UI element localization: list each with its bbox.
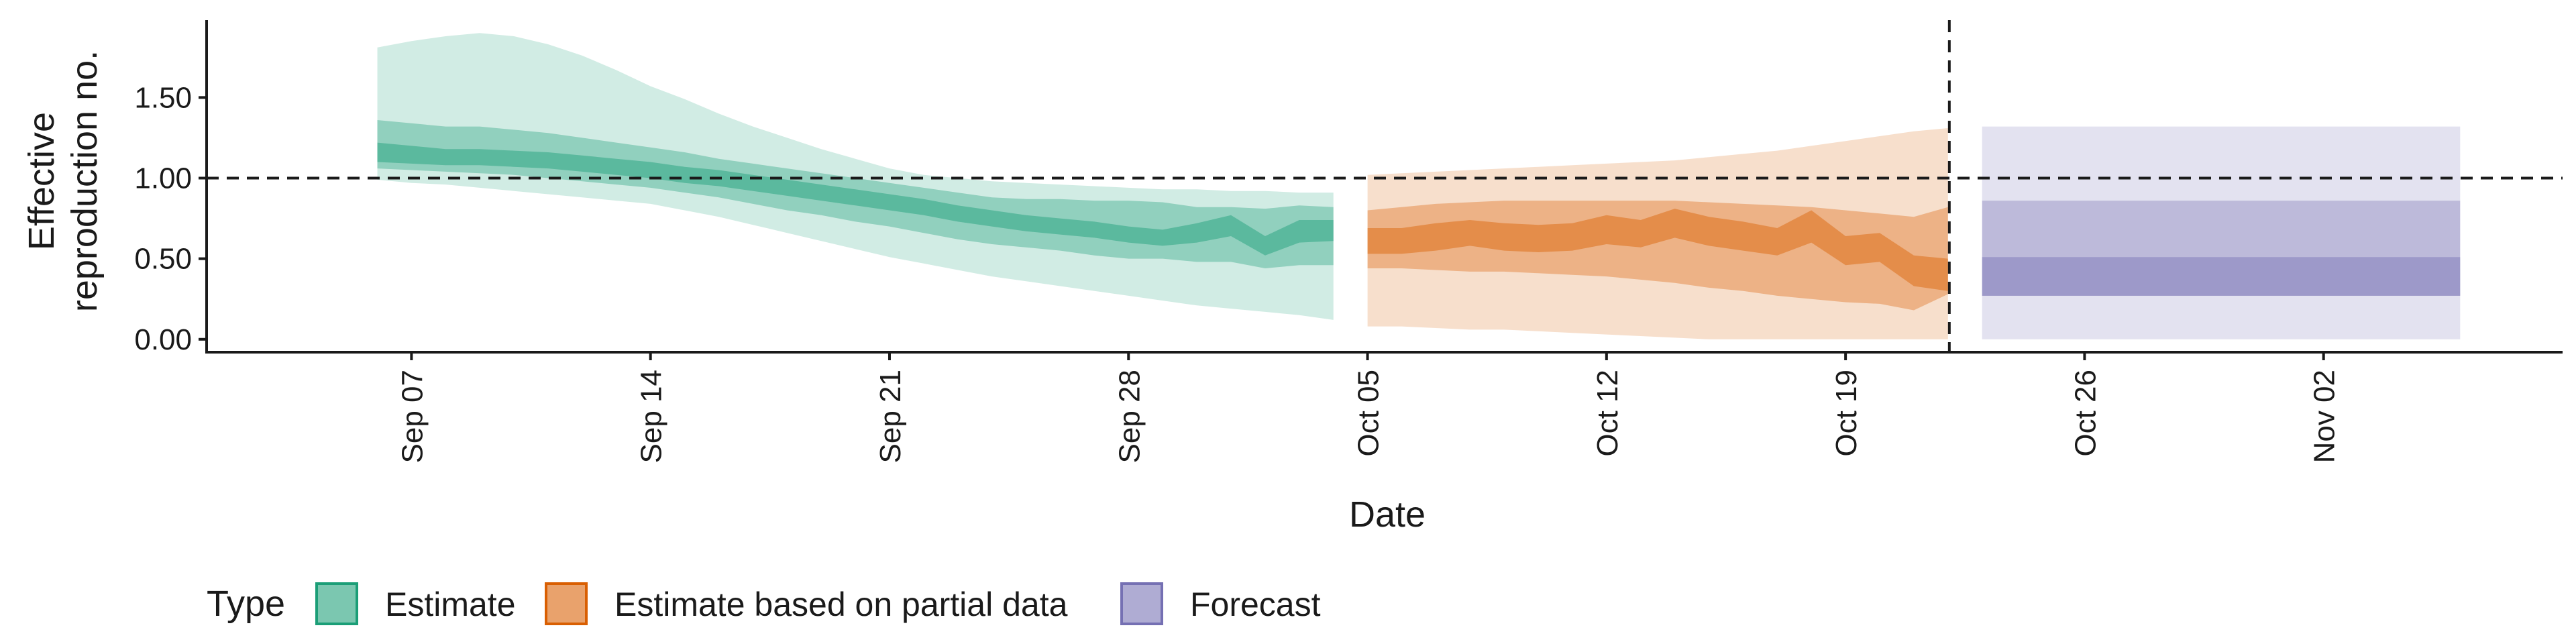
legend-label: Estimate based on partial data: [614, 586, 1068, 623]
forecast-mid-band: [1982, 201, 2461, 296]
y-tick-label: 1.00: [134, 162, 192, 195]
y-tick-label: 1.50: [134, 81, 192, 114]
x-tick-label: Sep 21: [874, 370, 907, 463]
x-tick-label: Sep 14: [635, 370, 668, 463]
legend-swatch: [315, 582, 358, 625]
reference-lines: [207, 20, 2563, 352]
estimate-based-on-partial-data-mid-band: [1367, 201, 1948, 311]
estimate-based-on-partial-data-outer-band: [1367, 128, 1948, 339]
estimate-outer-band: [377, 33, 1334, 320]
estimate-mid-band: [377, 120, 1334, 268]
forecast-outer-band: [1982, 126, 2461, 339]
y-axis-ticks: 0.00 0.50 1.00 1.50: [134, 81, 207, 356]
x-tick-label: Sep 07: [396, 370, 429, 463]
x-tick-label: Oct 12: [1591, 370, 1624, 457]
legend-label: Estimate: [385, 586, 516, 623]
y-axis-title-line-1: Effective: [21, 112, 62, 250]
x-axis-title: Date: [1349, 494, 1426, 535]
legend-item-estimate: Estimate: [315, 582, 516, 625]
y-axis-title-line-2: reproduction no.: [64, 50, 105, 312]
y-axis-title: Effective reproduction no.: [21, 50, 105, 312]
x-tick-label: Sep 28: [1113, 370, 1146, 463]
legend-swatch: [545, 582, 588, 625]
forecast-inner-band: [1982, 257, 2461, 296]
legend-items: Estimate Estimate based on partial data Fo…: [315, 582, 1321, 625]
x-tick-label: Nov 02: [2308, 370, 2341, 463]
x-tick-label: Oct 05: [1352, 370, 1385, 457]
estimate-inner-band: [377, 142, 1334, 256]
x-axis-ticks: Sep 07 Sep 14 Sep 21 Sep 28 Oct 05 Oct 12 Oct …: [396, 352, 2341, 463]
legend-title: Type: [207, 584, 285, 624]
plot-area: [377, 33, 2461, 339]
legend-label: Forecast: [1190, 586, 1321, 623]
estimate-based-on-partial-data-inner-band: [1367, 209, 1948, 291]
legend-item-forecast: Forecast: [1120, 582, 1321, 625]
legend-swatch: [1120, 582, 1163, 625]
legend: Type Estimate Estimate based on partial d…: [207, 582, 1321, 625]
y-tick-label: 0.50: [134, 243, 192, 276]
x-tick-label: Oct 19: [1830, 370, 1863, 457]
legend-item-estimate-based-on-partial-data: Estimate based on partial data: [545, 582, 1068, 625]
y-tick-label: 0.00: [134, 323, 192, 356]
x-tick-label: Oct 26: [2069, 370, 2102, 457]
